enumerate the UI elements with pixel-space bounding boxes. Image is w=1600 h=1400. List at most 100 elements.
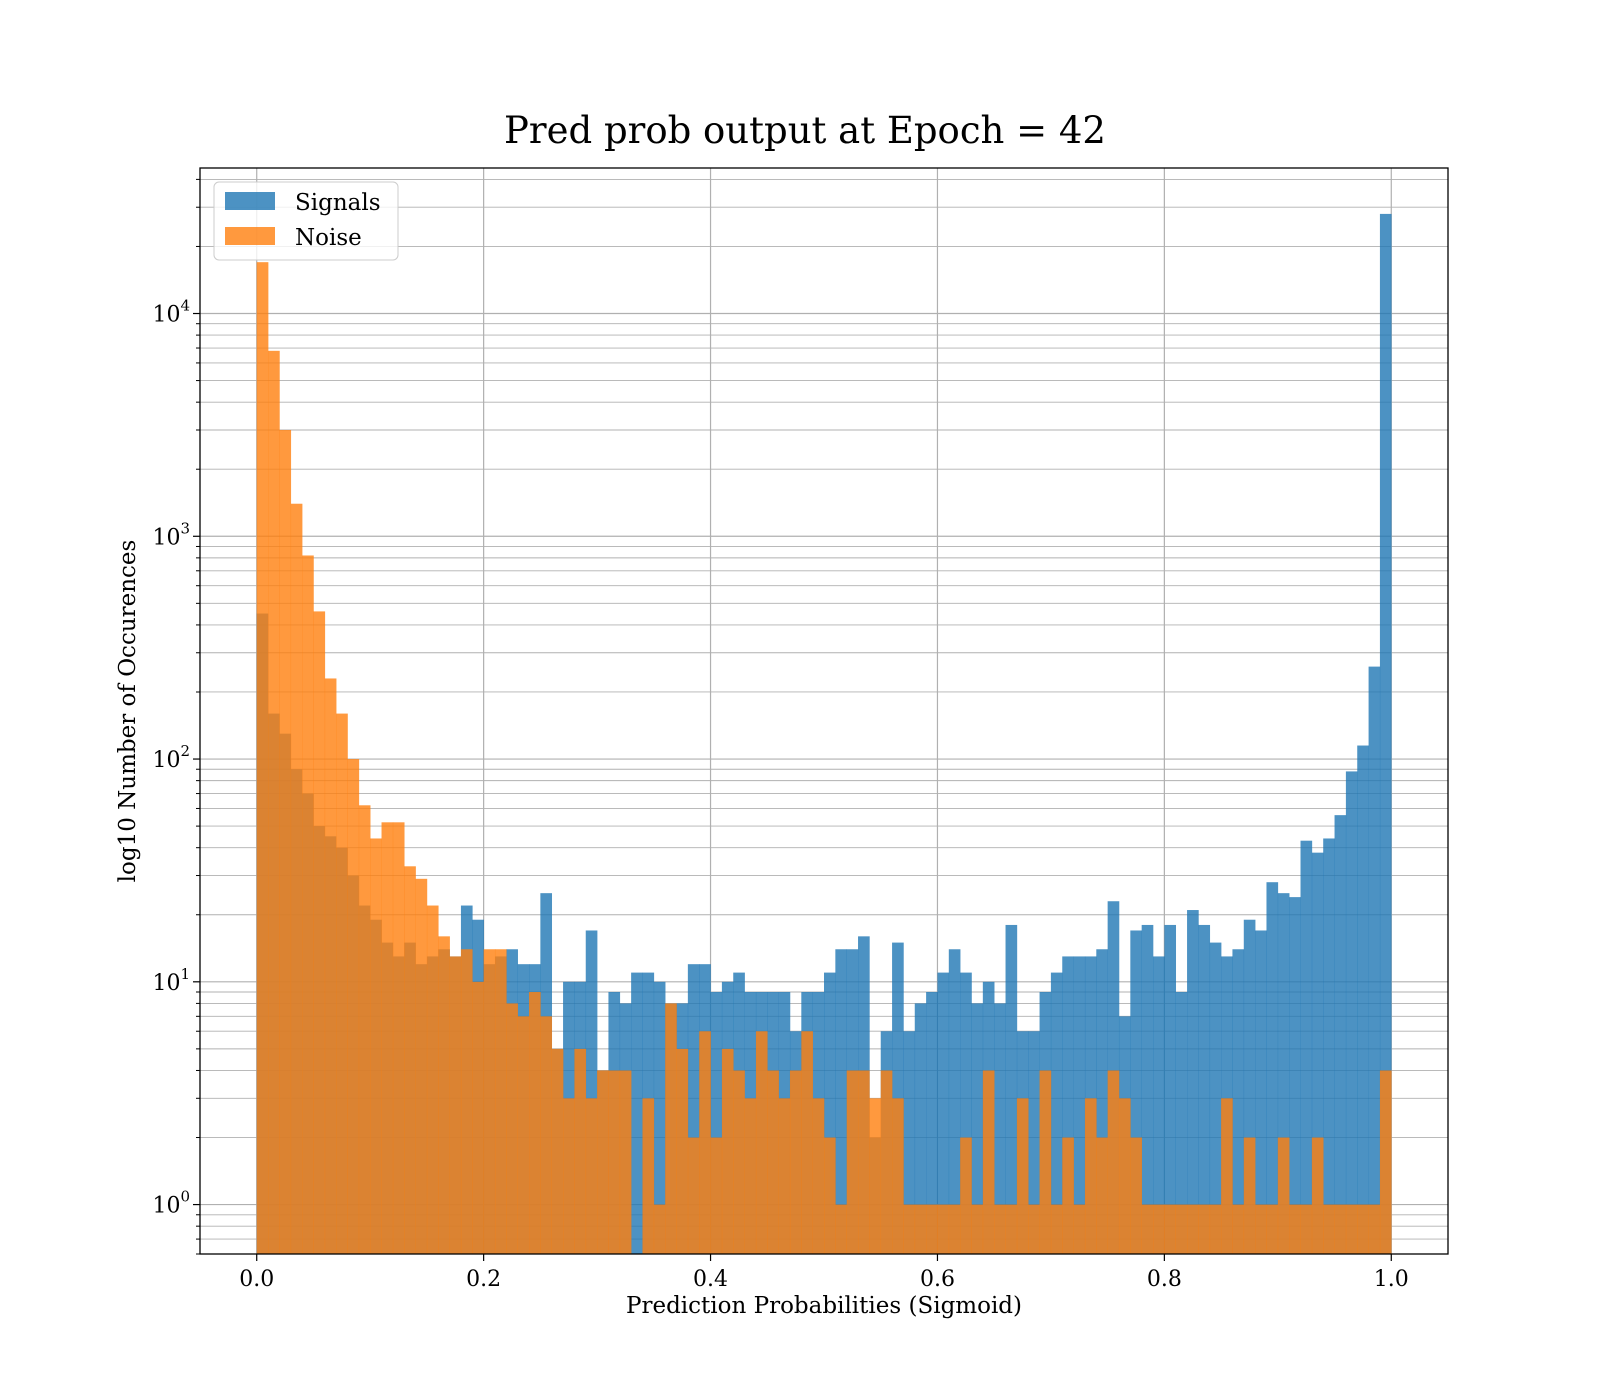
signals-bar [1255,930,1267,1254]
noise-bar [869,1098,882,1254]
y-tick-label: 104 [152,297,190,328]
noise-bar [892,1098,904,1254]
noise-bar [574,1048,587,1254]
noise-bar [370,838,382,1254]
noise-bar [926,1204,938,1254]
noise-bar [1107,1070,1120,1254]
noise-bar [1039,1070,1052,1254]
noise-bar [608,1070,621,1254]
x-axis-ticks: 0.0 0.2 0.4 0.6 0.8 1.0 [239,1254,1409,1292]
signals-bar [971,1003,984,1254]
x-tick-label: 0.8 [1147,1267,1182,1292]
noise-bar [506,1003,518,1254]
noise-bar [1289,1204,1301,1254]
noise-bar [268,350,280,1255]
signals-bar [1130,930,1142,1254]
noise-bar [789,1070,802,1254]
signals-bar [960,972,972,1254]
noise-bar [948,1204,961,1254]
legend-swatch-noise [225,227,275,245]
signals-bar [1209,942,1222,1254]
y-tick-label: 102 [152,742,190,773]
noise-bar [1357,1204,1369,1254]
x-tick-label: 0.0 [239,1267,274,1292]
y-axis-ticks: 100 101 102 103 104 [152,178,200,1255]
noise-bar [676,1048,689,1254]
noise-bar [1209,1204,1222,1254]
noise-bar [1130,1137,1142,1254]
noise-bar [1243,1137,1256,1254]
y-axis-label: log10 Number of Occurences [115,540,141,883]
noise-bar [290,503,303,1254]
noise-bar [1028,1204,1040,1254]
signals-bar [1323,838,1335,1254]
noise-bar [812,1098,825,1254]
noise-bar [426,905,439,1254]
signals-bar [994,1003,1006,1254]
noise-bar [801,1031,813,1254]
noise-bar [597,1070,609,1254]
noise-bar [563,1098,575,1254]
y-tick-label: 100 [152,1188,190,1219]
noise-bar [460,949,473,1254]
noise-bar [302,555,314,1254]
signals-bar [1368,666,1381,1254]
signals-bar [1300,840,1313,1254]
signals-bar [1289,897,1301,1254]
signals-bar [824,972,836,1254]
signals-bar [710,992,723,1254]
signals-bar [1073,956,1086,1254]
signals-bar [1232,949,1245,1254]
noise-bar [1255,1204,1267,1254]
noise-bar [665,1003,677,1254]
signals-bar [1277,893,1290,1254]
signals-bar [1005,924,1018,1254]
noise-bar [1016,1098,1029,1254]
signals-bar [1141,924,1154,1254]
noise-bar [1334,1204,1347,1254]
x-tick-label: 0.2 [466,1267,501,1292]
noise-bar [755,1031,768,1254]
signals-bar [903,1031,916,1254]
signals-bar [948,949,961,1254]
signals-bar [631,972,643,1254]
noise-bar [347,759,360,1254]
noise-bar [415,878,428,1254]
noise-bar [551,1048,564,1254]
noise-bar [880,1070,893,1254]
noise-bar [585,1098,598,1254]
noise-bar [1232,1204,1245,1254]
noise-bar [1187,1204,1199,1254]
noise-bar [653,1204,666,1254]
noise-bar [1096,1137,1108,1254]
noise-bar [1005,1204,1018,1254]
noise-bar [529,992,541,1254]
legend-swatch-signals [225,192,275,210]
noise-bar [1277,1137,1290,1254]
plot-frame [199,167,1449,1255]
noise-bar [824,1137,836,1254]
noise-bar [619,1070,632,1254]
signals-bar [1062,956,1074,1254]
signals-bar [1357,745,1369,1254]
x-tick-label: 1.0 [1374,1267,1409,1292]
noise-bar [858,1070,870,1254]
noise-bar [1379,1070,1392,1254]
signals-bar [1187,910,1199,1254]
signals-bar [1153,956,1165,1254]
noise-bar [971,1204,984,1254]
signals-bar [835,949,847,1254]
y-tick-label: 101 [152,965,190,996]
noise-bar [1311,1137,1324,1254]
signals-bar [1096,949,1108,1254]
noise-bar [1050,1204,1063,1254]
signals-bar [687,964,700,1254]
noise-bar [1221,1098,1233,1254]
noise-bar [1175,1204,1188,1254]
noise-bar [494,949,507,1254]
noise-bar [982,1070,995,1254]
x-axis-label: Prediction Probabilities (Sigmoid) [626,1293,1022,1319]
noise-bar [336,713,348,1254]
noise-bar [642,1098,655,1254]
signals-bar [1028,1031,1040,1254]
